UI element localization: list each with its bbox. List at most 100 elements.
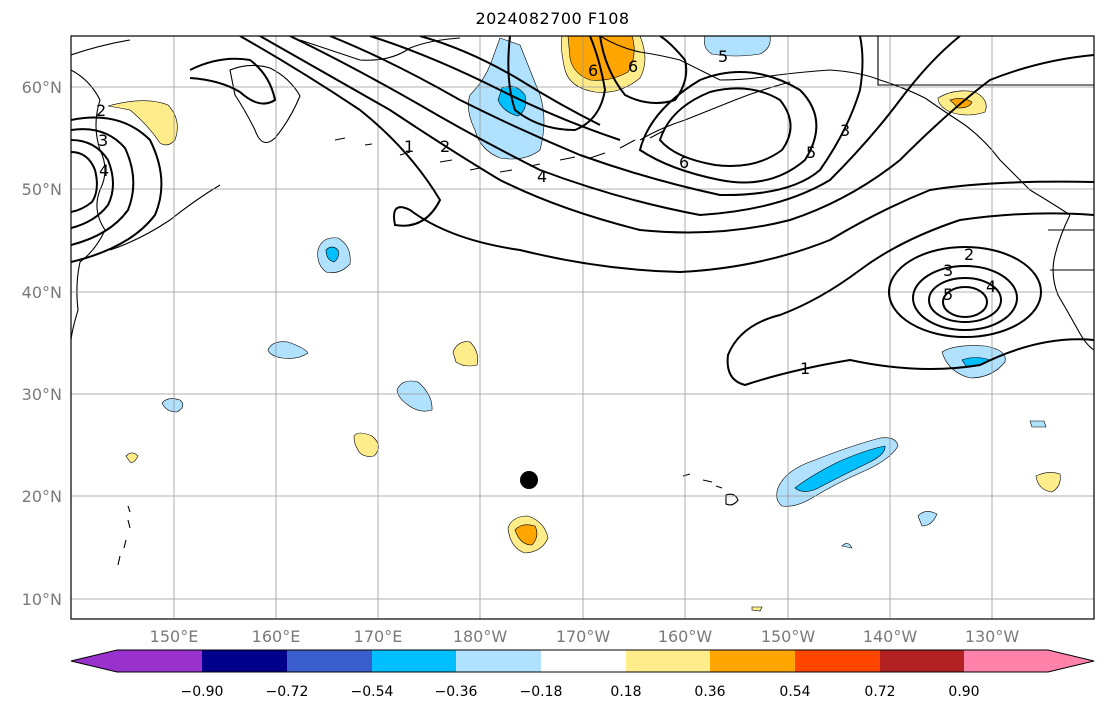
lat-label: 20°N (22, 487, 62, 506)
contour-nw-2 (71, 128, 135, 246)
contour-label: 1 (404, 137, 414, 156)
anomaly-positive-n (751, 606, 763, 612)
coast-hawaii (682, 473, 739, 506)
colorbar-tick: 0.90 (948, 684, 979, 700)
contour-alaska-low-2 (658, 87, 792, 167)
colorbar-segment (626, 650, 710, 672)
contour-east-5 (942, 286, 988, 318)
anomaly-negative-j (917, 511, 938, 527)
colorbar-tick: −0.18 (520, 684, 563, 700)
coast-alaska-pen (639, 81, 791, 141)
coast-kamchatka (229, 64, 301, 144)
anomaly-positive-h-core (514, 524, 538, 546)
contour-label: 2 (96, 101, 106, 120)
colorbar-segment (541, 650, 626, 672)
anomaly-positive-north-core (567, 36, 635, 81)
contour-label: 3 (840, 121, 850, 140)
colorbar-tick: −0.90 (181, 684, 224, 700)
border-alaska-canada (877, 36, 1094, 86)
colorbar-tick: 0.72 (864, 684, 895, 700)
contours (71, 36, 1094, 387)
anomaly-negative-e (161, 398, 184, 413)
coast-asia (71, 69, 106, 341)
contour-band-3 (289, 36, 961, 217)
lon-label: 170°E (354, 627, 403, 646)
anomaly-positive-f (353, 432, 379, 457)
contour-east-3 (912, 265, 1018, 331)
contour-label-group: 2 3 4 1 2 4 6 5 6 3 5 6 2 3 4 5 1 (96, 47, 996, 378)
contour-alaska-low-1 (638, 71, 818, 184)
colorbar-tick: 0.18 (610, 684, 641, 700)
lat-label: 30°N (22, 385, 62, 404)
contour-nw-3 (71, 139, 114, 229)
colorbar-ticks: −0.90 −0.72 −0.54 −0.36 −0.18 0.18 0.36 … (181, 684, 980, 700)
colorbar-segment (456, 650, 541, 672)
contour-north-low-2 (599, 36, 688, 105)
coast-na-west (1052, 214, 1094, 351)
lat-label: 60°N (22, 78, 62, 97)
contour-band-4 (329, 36, 864, 197)
anomaly-negative-m (1029, 420, 1047, 428)
contour-label: 4 (537, 167, 547, 186)
contour-label: 6 (588, 61, 598, 80)
anomaly-negative-k (841, 543, 853, 549)
colorbar-segment (202, 650, 287, 672)
contour-east-1 (726, 212, 1094, 387)
contour-label: 2 (440, 137, 450, 156)
coast-alaska (599, 36, 1071, 216)
map-frame (70, 35, 1095, 620)
graticule (71, 36, 1094, 619)
colorbar-segment (287, 650, 372, 672)
border-canada-us (1048, 229, 1094, 271)
contour-nw-1 (71, 116, 163, 263)
lat-label: 50°N (22, 180, 62, 199)
contour-label: 3 (98, 131, 108, 150)
map-title: 2024082700 F108 (475, 9, 630, 28)
contour-east-2 (888, 246, 1042, 338)
anomaly-negative-gulf-top (704, 36, 771, 57)
colorbar-outline (70, 649, 1095, 673)
colorbar-segment (372, 650, 456, 672)
contour-band-1 (239, 36, 1094, 274)
contour-nw-outer (189, 57, 277, 105)
lat-label: 10°N (22, 590, 62, 609)
contour-north-low (507, 36, 607, 132)
colorbar-extend-high (1048, 650, 1094, 672)
colorbar (70, 649, 1095, 673)
contour-label: 5 (806, 143, 816, 162)
coastlines (71, 36, 1094, 566)
contour-east-4 (928, 277, 1002, 323)
colorbar-segment (117, 650, 202, 672)
lon-label: 180°W (453, 627, 508, 646)
colorbar-tick: −0.72 (266, 684, 309, 700)
lon-label: 130°W (965, 627, 1020, 646)
colorbar-segment (795, 650, 880, 672)
anomaly-negative-a-core (325, 246, 339, 263)
colorbar-segment (710, 650, 795, 672)
lon-label: 150°W (761, 627, 816, 646)
colorbar-tick: 0.54 (779, 684, 810, 700)
lon-label: 160°E (252, 627, 301, 646)
colorbar-tick: 0.36 (694, 684, 725, 700)
colorbar-segment (964, 650, 1048, 672)
anomaly-positive-g (125, 452, 139, 463)
anomaly-positive-l (1035, 472, 1061, 493)
colorbar-extend-low (71, 650, 117, 672)
contour-label: 6 (628, 57, 638, 76)
contour-band-6 (419, 36, 601, 126)
lon-label: 170°W (556, 627, 611, 646)
lon-label: 140°W (863, 627, 918, 646)
anomaly-positive-nw (107, 100, 178, 146)
coast-kuril (109, 184, 221, 251)
lon-label: 150°E (150, 627, 199, 646)
anomaly-positive-c (452, 341, 478, 367)
contour-label: 5 (718, 47, 728, 66)
contour-label: 4 (99, 161, 109, 180)
colorbar-tick: −0.36 (435, 684, 478, 700)
lat-axis: 60°N 50°N 40°N 30°N 20°N 10°N (22, 78, 62, 609)
map-background (71, 36, 1094, 619)
lon-axis: 150°E 160°E 170°E 180°W 170°W 160°W 150°… (150, 627, 1020, 646)
coast-siberia-north (71, 37, 461, 61)
contour-label: 2 (964, 245, 974, 264)
